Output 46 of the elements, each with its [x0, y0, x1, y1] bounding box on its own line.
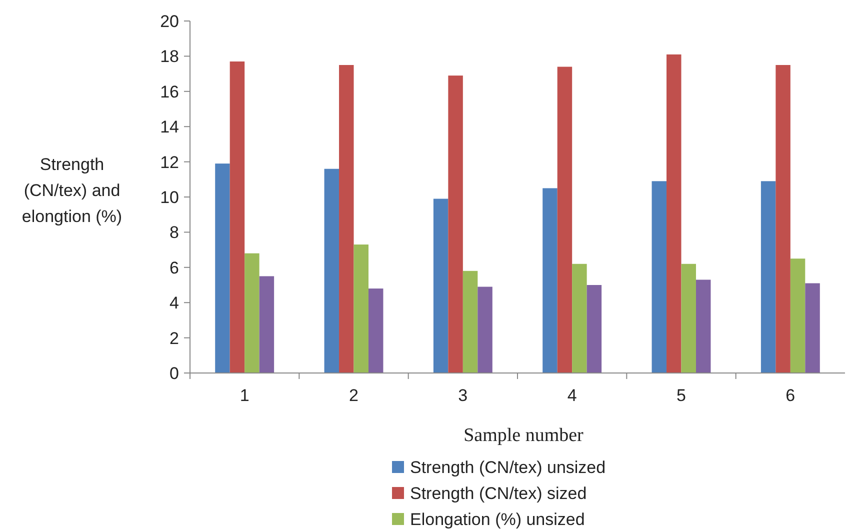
- bar: [478, 286, 492, 373]
- bar: [354, 244, 368, 373]
- bar: [259, 276, 274, 373]
- y-tick-label: 16: [160, 82, 179, 102]
- bar: [462, 270, 478, 373]
- legend-label: Elongation (%) unsized: [410, 510, 585, 529]
- bar: [681, 264, 696, 373]
- x-tick-label: 3: [458, 386, 468, 405]
- y-tick-label: 12: [160, 152, 179, 172]
- y-tick-label: 4: [170, 294, 179, 313]
- legend-label: Strength (CN/tex) sized: [410, 484, 587, 503]
- x-tick-label: 2: [349, 386, 358, 405]
- y-tick-label: 10: [160, 188, 179, 207]
- bar: [776, 65, 790, 373]
- bar: [339, 65, 354, 373]
- bar: [760, 181, 776, 373]
- bar: [215, 164, 230, 373]
- bar: [666, 54, 682, 373]
- y-axis-title: Strength (CN/tex) and elongtion (%): [22, 155, 122, 226]
- bar: [324, 168, 340, 373]
- bar: [244, 253, 260, 373]
- bar: [805, 283, 820, 373]
- bar: [557, 66, 572, 373]
- bar: [448, 76, 463, 373]
- x-tick-label: 1: [240, 386, 250, 405]
- legend-label: Strength (CN/tex) unsized: [410, 458, 606, 477]
- y-tick-label: 14: [160, 118, 179, 137]
- y-tick-label: 18: [160, 47, 179, 66]
- y-tick-label: 2: [170, 328, 179, 348]
- bar: [572, 264, 587, 373]
- bar: [696, 280, 711, 373]
- bar: [586, 285, 602, 373]
- y-tick-label: 8: [170, 223, 179, 242]
- bar: [542, 188, 558, 373]
- bar: [433, 198, 448, 373]
- bar: [790, 258, 806, 373]
- bar: [652, 181, 667, 373]
- y-tick-label: 0: [170, 364, 179, 383]
- x-tick-label: 4: [567, 386, 577, 405]
- x-tick-label: 6: [786, 386, 796, 405]
- y-tick-label: 6: [170, 258, 179, 278]
- y-tick-label: 20: [160, 12, 179, 31]
- x-axis-title: Sample number: [464, 425, 584, 446]
- x-tick-label: 5: [676, 386, 686, 405]
- bar: [368, 288, 384, 373]
- bar: [230, 61, 245, 373]
